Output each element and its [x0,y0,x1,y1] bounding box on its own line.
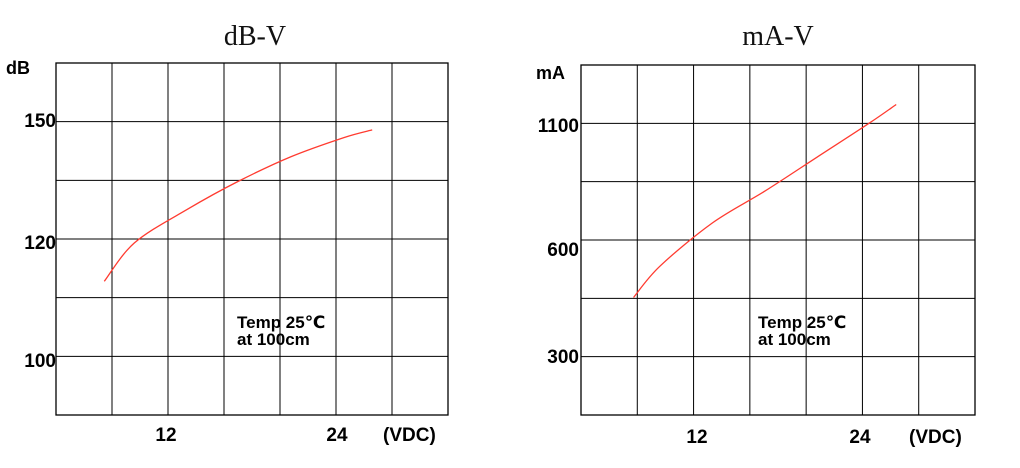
x-tick-label-12: 12 [686,427,707,448]
x-axis-unit-label: (VDC) [383,425,436,446]
grid [580,64,976,416]
x-tick-label-24: 24 [849,427,871,448]
curve-db-vs-voltage [103,129,373,282]
y-tick-label-150: 150 [24,111,56,132]
chart-ma-v: mA-V mA 1100 600 300 12 24 (VDC) Temp 25… [536,21,976,448]
y-tick-label-120: 120 [24,233,56,254]
chart-title: mA-V [742,21,814,52]
y-tick-label-300: 300 [547,347,579,368]
annotation-distance: at 100cm [758,330,831,349]
chart-db-v: dB-V dB 150 120 100 12 24 (VDC) Temp 25℃… [6,21,449,446]
y-tick-label-1100: 1100 [538,116,579,137]
y-tick-label-100: 100 [24,351,56,372]
curve-ma-vs-voltage [633,103,897,298]
x-tick-label-24: 24 [326,425,348,446]
x-tick-label-12: 12 [155,425,176,446]
annotation-temperature: Temp 25℃ [237,313,325,332]
annotation-temperature: Temp 25℃ [758,313,846,332]
y-tick-label-600: 600 [547,240,579,261]
annotation-distance: at 100cm [237,330,310,349]
y-axis-unit-label: dB [6,58,30,78]
x-axis-unit-label: (VDC) [909,427,962,448]
grid [55,62,449,416]
chart-title: dB-V [224,21,286,52]
y-axis-unit-label: mA [536,63,565,83]
